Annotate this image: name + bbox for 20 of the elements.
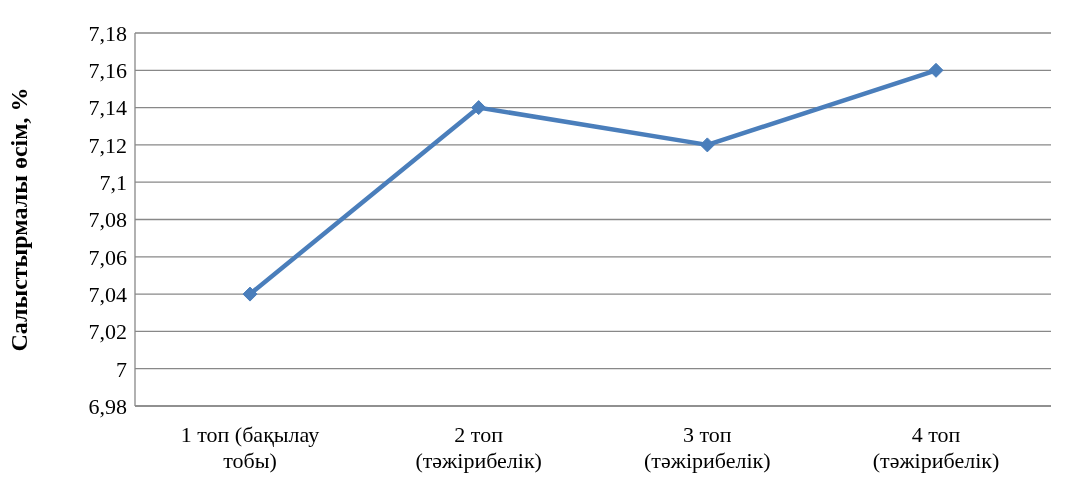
y-tick-label: 7,06 [88, 244, 127, 270]
y-tick-label: 6,98 [88, 393, 127, 419]
x-tick-label: 4 топ (тәжірибелік) [872, 422, 1000, 473]
y-tick-label: 7,18 [88, 20, 127, 46]
y-tick-label: 7,08 [88, 207, 127, 233]
x-tick-label: 3 топ (тәжірибелік) [644, 422, 771, 473]
x-tick-label: 2 топ (тәжірибелік) [415, 422, 542, 473]
point [928, 62, 944, 78]
y-tick-label: 7,12 [88, 132, 127, 158]
y-tick-label: 7 [116, 356, 127, 382]
x-tick-label: 1 топ (бақылау тобы) [180, 422, 320, 473]
y-tick-label: 7,16 [88, 58, 127, 84]
y-tick-label: 7,14 [88, 95, 127, 121]
point [242, 286, 258, 302]
y-tick-label: 7,04 [88, 281, 127, 307]
y-axis-title: Салыстырмалы өсім, % [5, 87, 32, 352]
y-tick-label: 7,02 [88, 319, 127, 345]
y-tick-label: 7,1 [99, 170, 127, 196]
point [699, 137, 715, 153]
point [471, 100, 487, 116]
